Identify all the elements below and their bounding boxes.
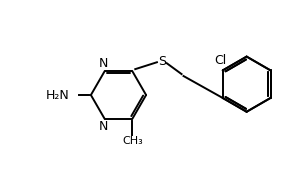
Text: CH₃: CH₃: [122, 136, 143, 146]
Text: N: N: [99, 57, 109, 70]
Text: H₂N: H₂N: [46, 89, 69, 102]
Text: S: S: [158, 55, 166, 68]
Text: N: N: [99, 120, 109, 133]
Text: Cl: Cl: [215, 54, 227, 67]
